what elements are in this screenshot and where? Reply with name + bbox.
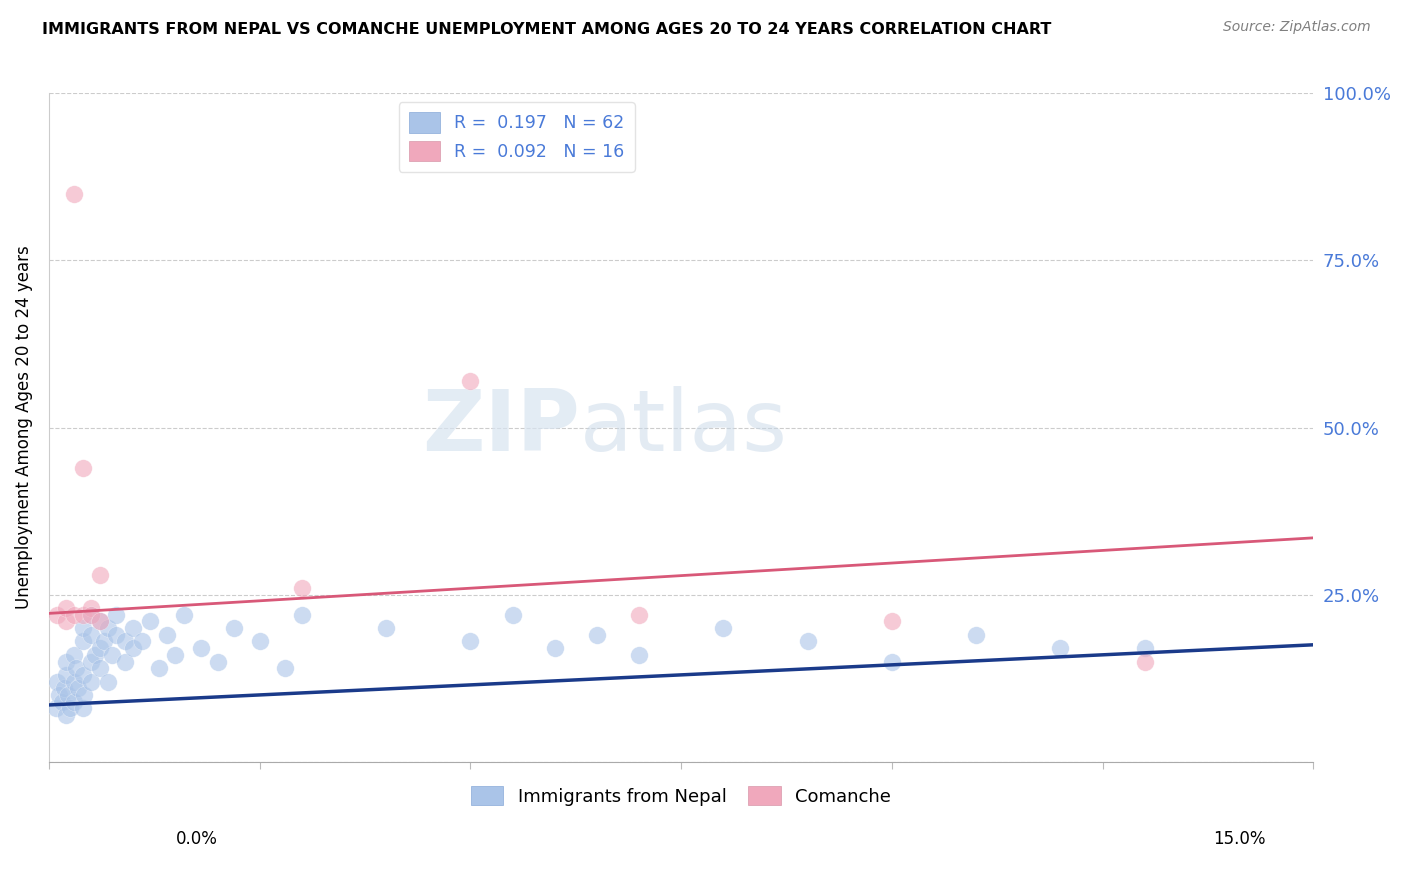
Point (114, 634, 136, 648)
Point (84, 648, 107, 662)
Point (585, 628, 607, 642)
Point (72, 668, 94, 682)
Point (274, 661, 297, 675)
Point (627, 607, 650, 622)
Point (156, 628, 179, 642)
Point (72, 607, 94, 622)
Point (51, 695, 73, 709)
Text: 0.0%: 0.0% (176, 830, 218, 847)
Text: Source: ZipAtlas.com: Source: ZipAtlas.com (1223, 20, 1371, 34)
Point (55, 655, 77, 669)
Point (207, 655, 229, 669)
Y-axis label: Unemployment Among Ages 20 to 24 years: Unemployment Among Ages 20 to 24 years (15, 245, 32, 609)
Point (72, 634, 94, 648)
Point (460, 634, 482, 648)
Point (1133, 655, 1156, 669)
Point (63, 648, 86, 662)
Point (56, 688, 79, 702)
Point (48, 688, 70, 702)
Point (55, 601, 77, 615)
Point (460, 374, 482, 388)
Point (59, 701, 82, 715)
Point (73, 688, 96, 702)
Point (965, 628, 987, 642)
Point (55, 615, 77, 629)
Point (502, 607, 524, 622)
Point (65, 661, 87, 675)
Point (105, 607, 128, 622)
Point (148, 661, 170, 675)
Point (105, 628, 128, 642)
Text: atlas: atlas (581, 386, 787, 469)
Point (291, 607, 314, 622)
Point (45, 701, 67, 715)
Point (80, 601, 103, 615)
Text: IMMIGRANTS FROM NEPAL VS COMANCHE UNEMPLOYMENT AMONG AGES 20 TO 24 YEARS CORRELA: IMMIGRANTS FROM NEPAL VS COMANCHE UNEMPL… (42, 22, 1052, 37)
Point (544, 641, 567, 656)
Point (80, 607, 103, 622)
Point (67, 681, 90, 696)
Point (63, 695, 86, 709)
Point (131, 634, 153, 648)
Point (72, 460, 94, 475)
Point (80, 628, 103, 642)
Point (1133, 641, 1156, 656)
Point (93, 634, 115, 648)
Point (63, 607, 86, 622)
Text: 15.0%: 15.0% (1213, 830, 1265, 847)
Point (711, 621, 734, 635)
Point (627, 648, 650, 662)
Point (53, 681, 76, 696)
Point (72, 621, 94, 635)
Point (97, 674, 120, 689)
Point (173, 607, 195, 622)
Point (63, 186, 86, 201)
Point (80, 655, 103, 669)
Point (114, 655, 136, 669)
Point (55, 708, 77, 723)
Point (139, 615, 162, 629)
Point (165, 648, 187, 662)
Point (224, 621, 246, 635)
Point (190, 641, 212, 656)
Point (89, 661, 111, 675)
Point (89, 615, 111, 629)
Point (63, 674, 86, 689)
Point (46, 674, 69, 689)
Legend: Immigrants from Nepal, Comanche: Immigrants from Nepal, Comanche (464, 779, 898, 813)
Point (97, 621, 120, 635)
Point (249, 634, 271, 648)
Point (375, 621, 398, 635)
Point (80, 674, 103, 689)
Point (89, 641, 111, 656)
Point (89, 567, 111, 582)
Point (101, 648, 124, 662)
Point (796, 634, 818, 648)
Point (72, 701, 94, 715)
Point (880, 615, 903, 629)
Text: ZIP: ZIP (422, 386, 581, 469)
Point (880, 655, 903, 669)
Point (55, 668, 77, 682)
Point (291, 581, 314, 595)
Point (1049, 641, 1071, 656)
Point (89, 615, 111, 629)
Point (46, 607, 69, 622)
Point (122, 621, 145, 635)
Point (122, 641, 145, 656)
Point (80, 607, 103, 622)
